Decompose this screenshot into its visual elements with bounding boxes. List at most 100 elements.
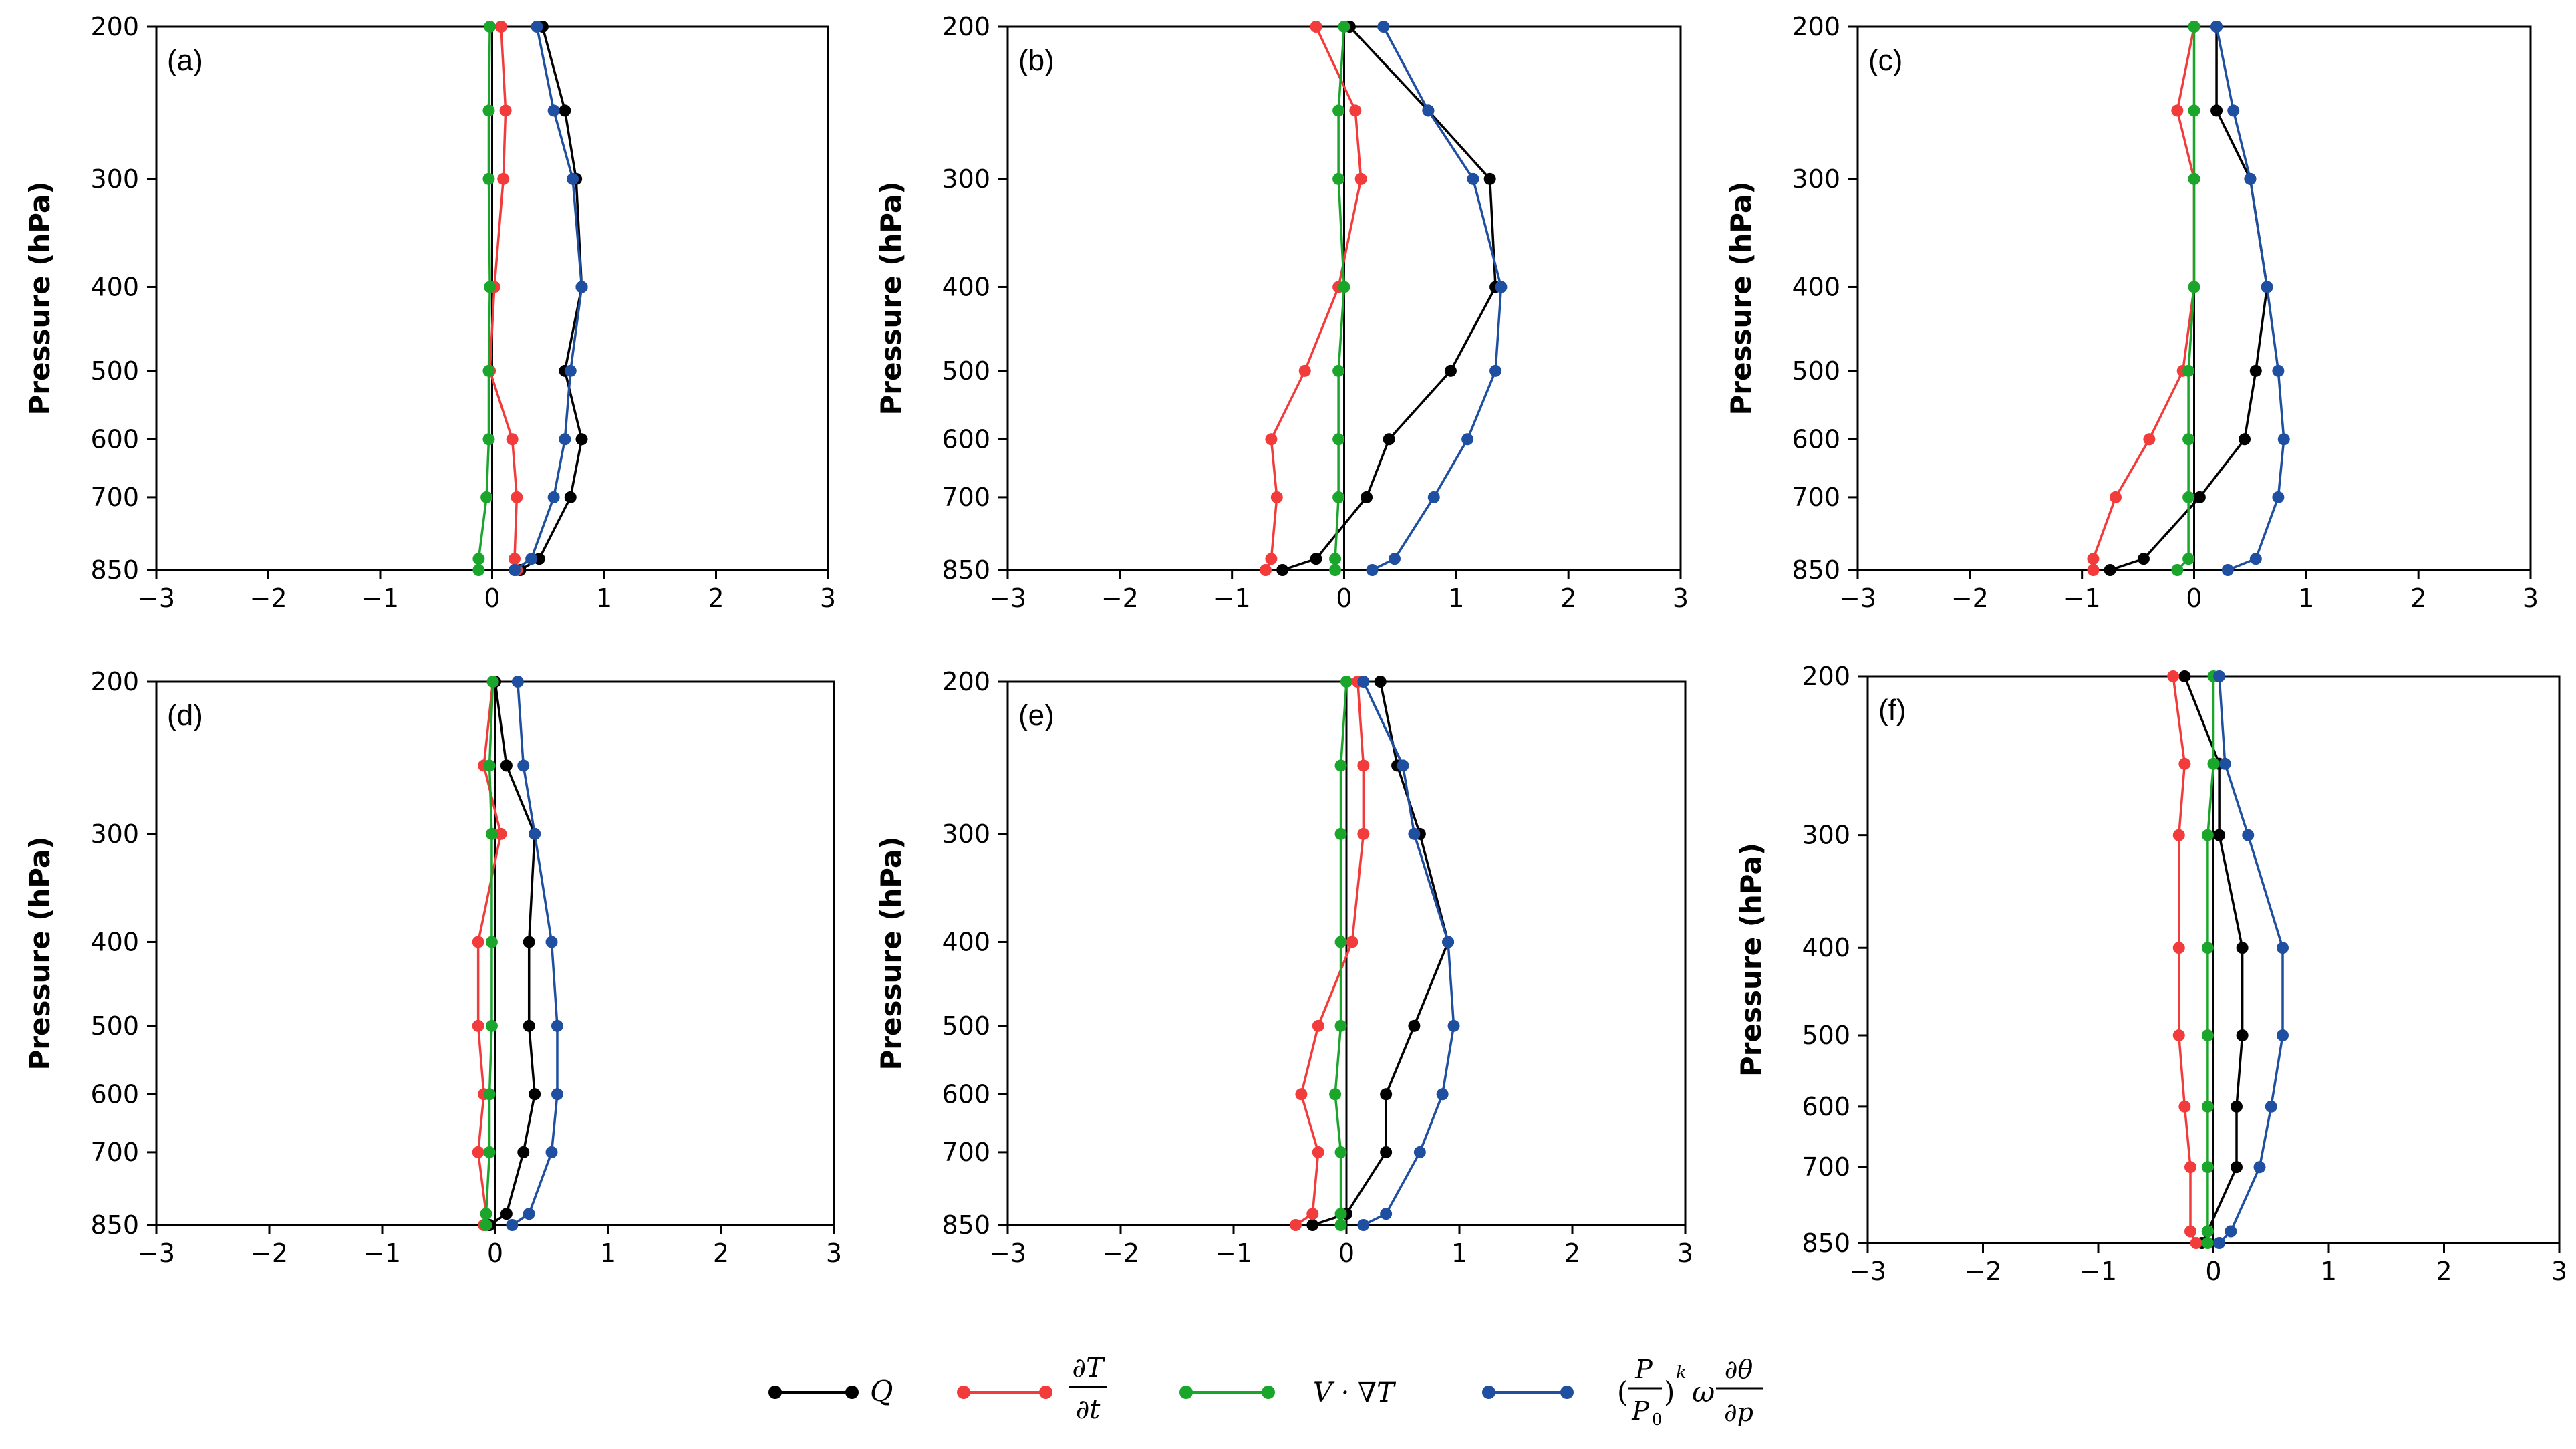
- y-tick-label: 400: [1792, 272, 1840, 301]
- y-tick-label: 600: [942, 424, 990, 454]
- y-tick-label: 300: [90, 819, 139, 849]
- data-point: [500, 759, 513, 772]
- data-point: [1312, 1019, 1324, 1032]
- data-point: [1349, 104, 1362, 117]
- legend-label-dtdt-denominator: ∂t: [1076, 1394, 1101, 1425]
- data-point: [1374, 676, 1387, 688]
- y-tick-label: 850: [90, 555, 139, 585]
- data-point: [2171, 104, 2184, 117]
- data-point: [2277, 433, 2290, 446]
- x-tick-label: −3: [138, 1238, 175, 1268]
- data-point: [2172, 1029, 2185, 1042]
- y-tick-label: 500: [942, 356, 990, 386]
- data-point: [1332, 172, 1345, 185]
- y-tick-label: 500: [90, 1011, 139, 1041]
- data-point: [484, 21, 496, 33]
- legend-item-q: Q: [768, 1375, 893, 1408]
- x-tick-label: 1: [1448, 583, 1464, 613]
- data-point: [2277, 942, 2289, 954]
- data-point: [1295, 1088, 1308, 1101]
- series-line: [1371, 26, 1503, 571]
- data-point: [1334, 1208, 1347, 1220]
- data-point: [2225, 1225, 2237, 1238]
- legend-item-advection: V · ∇T: [1179, 1377, 1397, 1408]
- series-2: [472, 21, 496, 576]
- data-point: [547, 104, 560, 117]
- data-point: [1397, 759, 1409, 772]
- x-tick-label: −2: [1101, 583, 1139, 613]
- data-point: [2188, 281, 2200, 293]
- y-tick-label: 400: [90, 272, 139, 301]
- data-point: [1265, 433, 1278, 446]
- data-point: [1334, 759, 1347, 772]
- data-point: [2201, 1029, 2214, 1042]
- data-point: [500, 1208, 513, 1220]
- data-point: [1380, 1208, 1393, 1220]
- data-point: [1357, 1219, 1370, 1231]
- data-point: [2213, 829, 2226, 841]
- data-point: [2171, 564, 2184, 576]
- x-tick-label: 2: [708, 583, 724, 613]
- data-point: [523, 1208, 535, 1220]
- y-tick-label: 700: [942, 483, 990, 512]
- data-point: [2231, 1100, 2243, 1113]
- data-point: [2201, 1225, 2214, 1238]
- data-point: [485, 1019, 498, 1032]
- data-point: [2201, 829, 2214, 841]
- y-tick-label: 300: [942, 819, 990, 849]
- data-point: [529, 1088, 541, 1101]
- data-point: [1366, 564, 1379, 576]
- data-point: [1380, 1146, 1393, 1158]
- data-point: [575, 433, 588, 446]
- data-point: [517, 1146, 530, 1158]
- data-point: [559, 433, 571, 446]
- data-point: [1332, 491, 1345, 503]
- data-point: [1338, 281, 1350, 293]
- legend-marker-advection-left: [1179, 1386, 1193, 1399]
- legend-marker-dtdt-left: [957, 1386, 970, 1399]
- data-point: [506, 1219, 519, 1231]
- data-point: [494, 21, 507, 33]
- series-3: [2210, 21, 2290, 576]
- y-tick-label: 200: [90, 12, 139, 41]
- data-point: [1306, 1208, 1319, 1220]
- x-tick-label: 3: [820, 583, 836, 613]
- data-point: [511, 676, 524, 688]
- x-tick-label: 2: [2436, 1257, 2452, 1286]
- x-tick-label: −1: [362, 583, 399, 613]
- data-point: [545, 1146, 558, 1158]
- data-point: [482, 433, 495, 446]
- y-tick-label: 200: [90, 667, 139, 696]
- data-point: [1442, 936, 1455, 948]
- x-tick-label: −3: [138, 583, 175, 613]
- data-point: [1270, 491, 1283, 503]
- series-3: [1357, 676, 1460, 1231]
- data-point: [511, 491, 523, 503]
- data-point: [2231, 1161, 2243, 1174]
- y-tick-label: 400: [942, 272, 990, 301]
- data-point: [1332, 433, 1345, 446]
- data-point: [1357, 827, 1370, 840]
- data-point: [472, 1019, 484, 1032]
- series-1: [1289, 676, 1370, 1231]
- x-tick-label: −1: [1213, 583, 1251, 613]
- data-point: [531, 21, 543, 33]
- data-point: [2242, 829, 2255, 841]
- data-point: [486, 676, 499, 688]
- data-point: [499, 104, 512, 117]
- x-tick-label: −2: [1102, 1238, 1139, 1268]
- data-point: [2167, 670, 2180, 682]
- y-tick-label: 200: [942, 667, 990, 696]
- data-point: [1357, 676, 1370, 688]
- data-point: [1361, 491, 1373, 503]
- y-tick-label: 700: [90, 483, 139, 512]
- series-2: [1329, 676, 1352, 1231]
- data-point: [485, 827, 498, 840]
- data-point: [2236, 1029, 2249, 1042]
- data-point: [1340, 676, 1352, 688]
- data-point: [2188, 21, 2200, 33]
- data-point: [1332, 104, 1345, 117]
- data-point: [2188, 172, 2200, 185]
- series-line: [1312, 681, 1449, 1226]
- data-point: [483, 1088, 496, 1101]
